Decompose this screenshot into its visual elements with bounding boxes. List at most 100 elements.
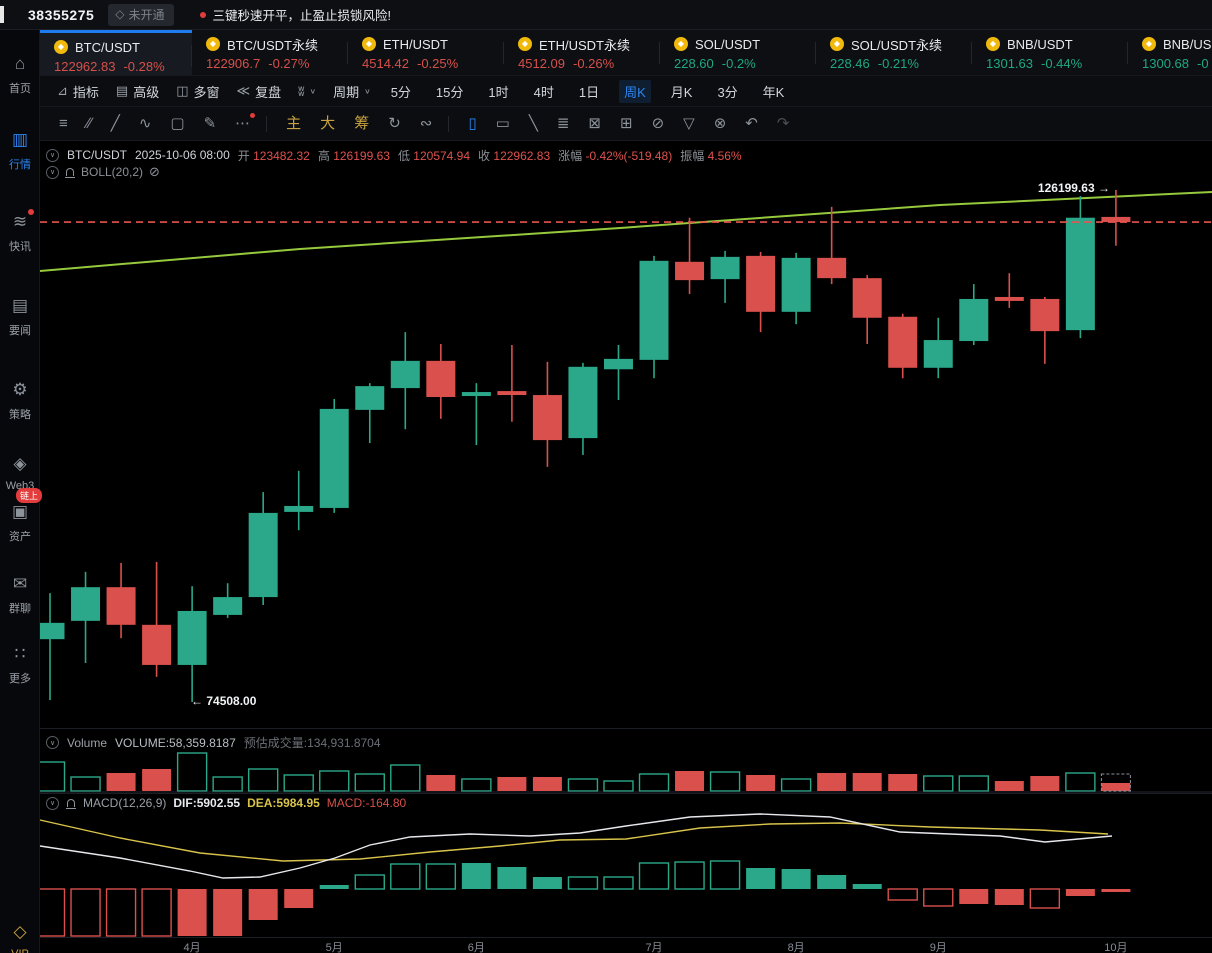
ticker-price: 122962.83	[54, 59, 116, 74]
collapse-chevron-icon[interactable]: ∨	[46, 736, 59, 749]
period-tab-4时[interactable]: 4时	[533, 84, 554, 100]
sidebar-item-assets[interactable]: ▣ 链上 资产	[0, 488, 42, 544]
redo-icon[interactable]: ↷	[776, 115, 790, 132]
coin-icon: ◆	[674, 37, 688, 51]
advanced-button[interactable]: ▤ 高级	[115, 83, 160, 100]
ticker-tab-ETH/USDT[interactable]: ◆ ETH/USDT 4514.42 -0.25%	[348, 30, 504, 75]
collapse-chevron-icon[interactable]: ∨	[46, 796, 59, 810]
replay-button[interactable]: ≪ 复盘	[236, 83, 282, 100]
tab-separator	[815, 42, 816, 64]
drawings-menu-icon[interactable]: ≡	[59, 115, 68, 132]
sidebar-item-group-chat[interactable]: ✉ 群聊	[0, 574, 40, 616]
pen-icon[interactable]: ╲	[528, 115, 538, 132]
more-icon: ∷	[14, 644, 26, 663]
period-dropdown[interactable]: 周期 ∨	[333, 84, 371, 100]
period-tab-月K[interactable]: 月K	[670, 84, 693, 100]
freehand-icon[interactable]: ∾	[419, 115, 433, 132]
web3-icon: ◈	[13, 454, 27, 473]
panel-divider	[40, 728, 1212, 729]
compare-icon[interactable]: ≣	[556, 115, 570, 132]
axis-month-9月: 9月	[929, 942, 947, 953]
ticker-change: -0.2%	[721, 56, 756, 71]
ticker-symbol: ETH/USDT	[383, 36, 448, 52]
sidebar-item-label: 要闻	[9, 325, 31, 337]
open-value: 123482.32	[253, 148, 310, 163]
volume-name: Volume	[67, 735, 108, 750]
eye-off-icon[interactable]: ⊘	[149, 164, 160, 179]
shape-tool-icon[interactable]: ▢	[170, 115, 185, 132]
ticker-price: 228.60	[674, 56, 714, 71]
indicators-button[interactable]: ⊿ 指标	[57, 83, 99, 100]
ruler-icon[interactable]: ▭	[495, 115, 510, 132]
headlines-icon: ▤	[11, 296, 29, 315]
multi-window-button[interactable]: ◫ 多窗	[176, 83, 220, 100]
period-tab-15分[interactable]: 15分	[435, 84, 464, 100]
home-icon: ⌂	[14, 54, 26, 73]
sidebar-item-label: 首页	[9, 83, 31, 95]
lock-icon[interactable]: ⊠	[588, 115, 601, 132]
main-indicator-button[interactable]: 主	[286, 115, 302, 132]
ticker-price: 122906.7	[206, 56, 261, 71]
indicators-icon: ⊿	[57, 83, 68, 98]
order-panel-icon[interactable]: ⊞	[620, 115, 633, 132]
tab-separator	[971, 42, 972, 64]
alert-bell-icon[interactable]	[65, 168, 75, 178]
status-badge[interactable]: ◇ 未开通	[108, 3, 174, 26]
period-tab-3分[interactable]: 3分	[717, 84, 738, 100]
ticker-change: -0.28%	[123, 59, 165, 74]
sidebar-item-web3[interactable]: ◈ Web3	[0, 454, 40, 492]
coin-icon: ◆	[1142, 37, 1156, 51]
sidebar-item-home[interactable]: ⌂ 首页	[0, 54, 40, 96]
sidebar-item-market[interactable]: ▥ 行情	[0, 130, 40, 172]
period-tab-5分[interactable]: 5分	[390, 84, 411, 100]
period-tab-年K[interactable]: 年K	[762, 84, 785, 100]
sidebar-item-vip[interactable]: ◇ VIP	[0, 922, 40, 953]
panel-divider	[40, 793, 1212, 794]
ticker-tab-SOL/USDT[interactable]: ◆ SOL/USDT 228.60 -0.2%	[660, 30, 816, 75]
period-tab-周K[interactable]: 周K	[619, 79, 651, 103]
chip-distribution-button[interactable]: 筹	[354, 115, 370, 132]
sidebar-item-label: 资产	[9, 531, 31, 543]
filter-icon[interactable]: ▽	[683, 115, 695, 132]
period-tab-1时[interactable]: 1时	[488, 84, 509, 100]
ticker-tab-ETH/USDT永续[interactable]: ◆ ETH/USDT永续 4512.09 -0.26%	[504, 30, 660, 75]
trendline-tool-icon[interactable]: ∕∕	[86, 115, 92, 132]
strategy-icon: ⚙	[12, 380, 28, 399]
more-tools-icon[interactable]: ⋯	[235, 113, 256, 131]
low-value: 120574.94	[413, 148, 471, 163]
bookmark-icon[interactable]: ▯	[468, 115, 477, 132]
tab-separator	[659, 42, 660, 64]
collapse-chevron-icon[interactable]: ∨	[46, 165, 59, 179]
collapse-chevron-icon[interactable]: ∨	[46, 148, 59, 162]
chart-toolbar: ⊿ 指标 ▤ 高级 ◫ 多窗 ≪ 复盘 ʬ ∨ 周期 ∨ 5分 15分 1时 4时 1日 周K 月K 3分 年K	[40, 76, 1212, 107]
ticker-tab-BTC/USDT永续[interactable]: ◆ BTC/USDT永续 122906.7 -0.27%	[192, 30, 348, 75]
volume-panel-header: ∨ Volume VOLUME:58,359.8187 预估成交量:134,93…	[46, 734, 381, 751]
line-tool-icon[interactable]: ╱	[110, 115, 120, 132]
sidebar-item-flash-news[interactable]: ≋ 快讯	[0, 209, 40, 254]
boll-indicator-row: ∨ BOLL(20,2) ⊘	[46, 164, 160, 180]
ticker-tab-SOL/USDT永续[interactable]: ◆ SOL/USDT永续 228.46 -0.21%	[816, 30, 972, 75]
sidebar-item-strategy[interactable]: ⚙ 策略	[0, 380, 40, 422]
ticker-tab-BTC/USDT[interactable]: ◆ BTC/USDT 122962.83 -0.28%	[40, 30, 192, 75]
ticker-tab-BNB/USDT[interactable]: ◆ BNB/USDT 1301.63 -0.44%	[972, 30, 1128, 75]
refresh-icon[interactable]: ↻	[388, 115, 401, 132]
period-tab-1日[interactable]: 1日	[578, 84, 600, 100]
pencil-tool-icon[interactable]: ✎	[203, 115, 217, 132]
candle-style-dropdown[interactable]: ʬ ∨	[298, 83, 317, 99]
ticker-price: 4512.09	[518, 56, 565, 71]
sidebar-item-headlines[interactable]: ▤ 要闻	[0, 296, 40, 338]
market-icon: ▥	[11, 130, 29, 149]
delete-drawings-icon[interactable]: ⊗	[713, 115, 727, 132]
wave-tool-icon[interactable]: ∿	[138, 115, 152, 132]
attach-icon[interactable]: ⊘	[651, 115, 665, 132]
account-id: 38355275	[28, 6, 95, 23]
ohlc-info-row: ∨ BTC/USDT 2025-10-06 08:00 开 123482.32 …	[46, 147, 742, 163]
volume-estimate: 预估成交量:134,931.8704	[243, 736, 381, 750]
ticker-tab-BNB/USD[interactable]: ◆ BNB/USD 1300.68 -0	[1128, 30, 1212, 75]
alert-bell-icon[interactable]	[66, 799, 76, 809]
large-view-button[interactable]: 大	[320, 115, 336, 132]
sidebar-item-more[interactable]: ∷ 更多	[0, 644, 40, 686]
undo-icon[interactable]: ↶	[745, 115, 758, 132]
